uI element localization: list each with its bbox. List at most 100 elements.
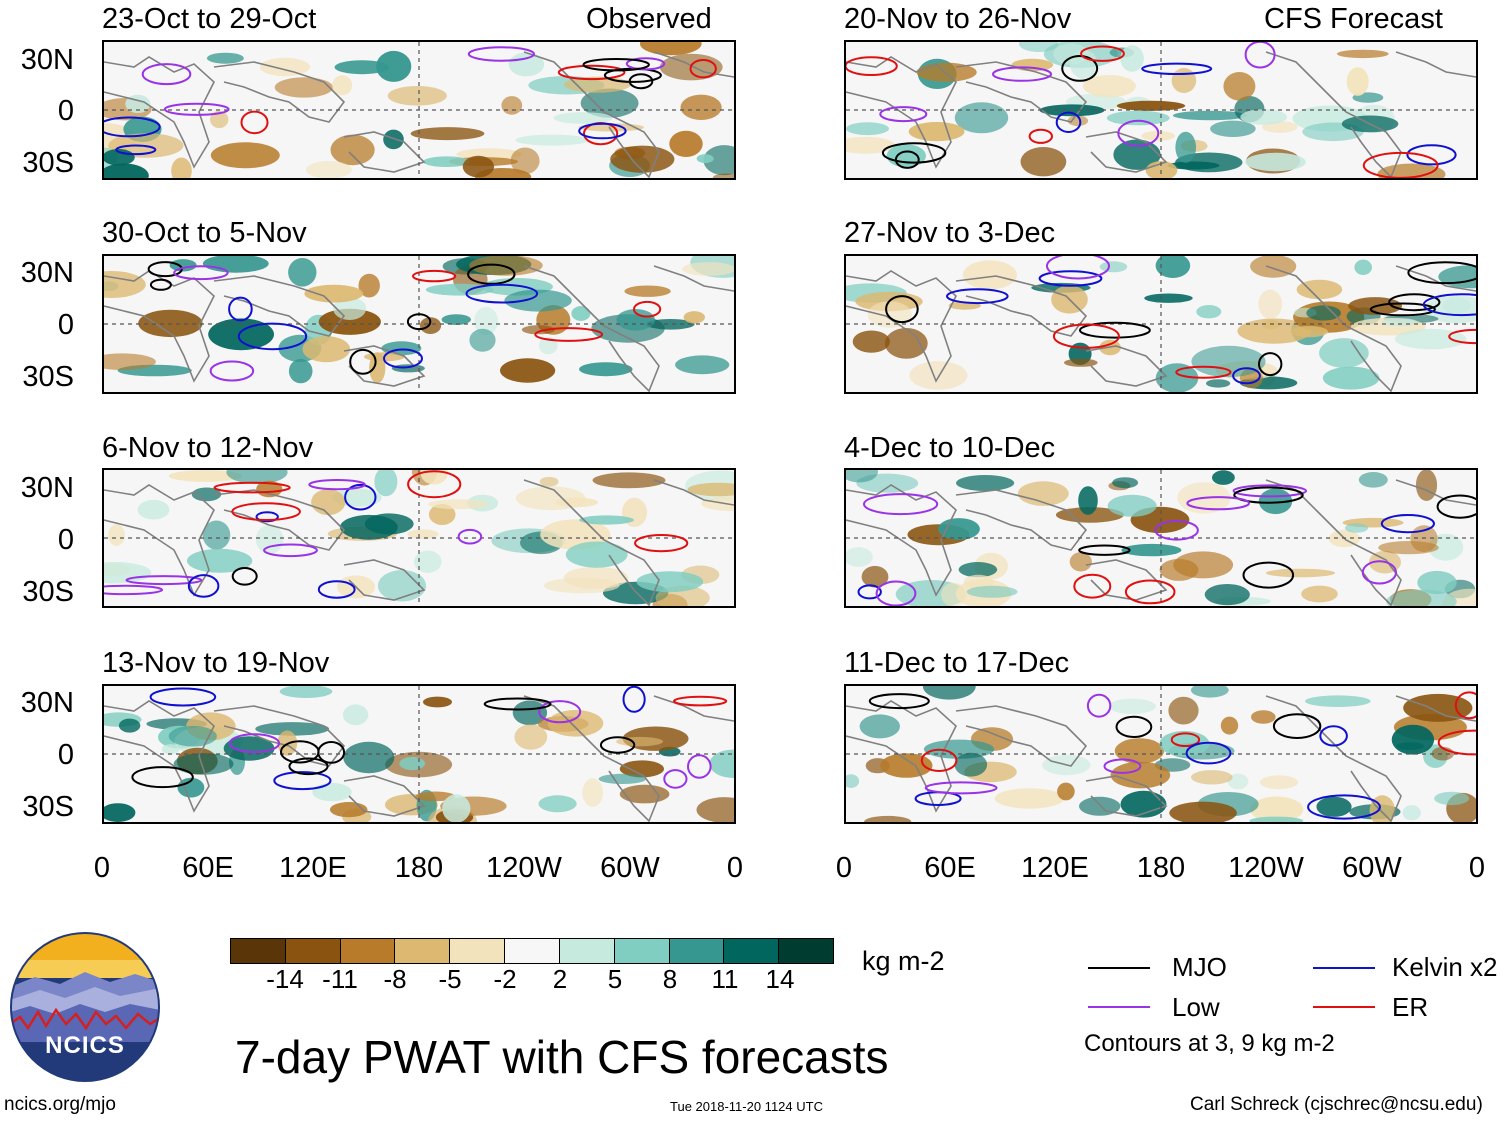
anomaly-blob <box>956 475 1015 491</box>
xtick-left-180: 180 <box>394 852 444 884</box>
wave-contour <box>1361 560 1398 585</box>
anomaly-blob <box>226 470 288 484</box>
anomaly-blob <box>1116 100 1186 111</box>
wave-contour <box>1242 561 1295 589</box>
anomaly-blob <box>1155 363 1199 392</box>
wave-contour <box>163 102 230 116</box>
wave-contour <box>1369 302 1436 317</box>
anomaly-blob <box>1144 293 1193 303</box>
anomaly-blob <box>391 364 425 373</box>
anomaly-blob <box>1403 693 1473 722</box>
anomaly-blob <box>1251 710 1276 724</box>
wave-contour <box>467 46 535 62</box>
ytick-30n-1: 30N <box>20 44 74 76</box>
anomaly-blob <box>202 520 231 550</box>
coastline <box>213 705 346 767</box>
xtick-right-120w: 120W <box>1228 852 1304 884</box>
wave-contour <box>634 534 689 553</box>
anomaly-blob <box>376 50 412 82</box>
wave-contour <box>349 348 377 375</box>
anomaly-blob <box>1391 724 1435 755</box>
map-panel-fcst-2 <box>844 254 1478 394</box>
wave-contour <box>231 567 258 586</box>
footer-author: Carl Schreck (cjschrec@ncsu.edu) <box>1190 1094 1483 1115</box>
anomaly-blob <box>1316 796 1352 817</box>
wave-contour <box>383 348 423 369</box>
anomaly-blob <box>508 52 545 77</box>
wave-contour <box>1038 270 1103 287</box>
cbar-label: -2 <box>493 964 517 994</box>
anomaly-blob <box>1296 279 1343 300</box>
anomaly-blob <box>582 778 604 807</box>
wave-contour <box>1436 494 1476 519</box>
wave-contour <box>879 106 928 123</box>
anomaly-blob <box>1057 782 1075 801</box>
anomaly-blob <box>414 550 442 573</box>
cbar-swatch <box>505 939 560 963</box>
cbar-label: 2 <box>552 964 568 994</box>
wave-contour <box>141 63 192 86</box>
wave-contour <box>131 766 194 789</box>
anomaly-blob <box>592 472 666 489</box>
anomaly-blob <box>565 541 628 568</box>
coastline <box>213 275 346 337</box>
cbar-swatch <box>340 939 396 963</box>
wave-contour <box>894 150 920 169</box>
anomaly-blob <box>636 571 704 593</box>
anomaly-blob <box>962 260 1017 290</box>
anomaly-blob <box>1337 49 1389 59</box>
anomaly-blob <box>619 784 670 804</box>
anomaly-blob <box>302 336 351 363</box>
anomaly-blob <box>423 156 471 167</box>
anomaly-blob <box>547 710 604 737</box>
xtick-left-120e: 120E <box>279 852 347 884</box>
anomaly-blob <box>859 714 900 739</box>
anomaly-blob <box>852 330 890 353</box>
anomaly-blob <box>305 161 352 178</box>
anomaly-blob <box>311 489 346 516</box>
wave-contour <box>1437 729 1476 756</box>
anomaly-blob <box>1099 261 1128 273</box>
legend-label-kelvin: Kelvin x2 <box>1392 952 1498 982</box>
legend-label-mjo: MJO <box>1172 952 1227 982</box>
wave-contour <box>1055 111 1082 134</box>
anomaly-blob <box>1442 297 1471 314</box>
anomaly-blob <box>703 145 734 176</box>
anomaly-blob <box>578 123 644 132</box>
anomaly-blob <box>255 524 284 555</box>
legend-line-low <box>1088 1006 1150 1008</box>
anomaly-blob <box>104 271 146 298</box>
anomaly-blob <box>1354 259 1372 275</box>
wave-contour <box>407 470 462 499</box>
panel-title-fcst-3: 4-Dec to 10-Dec <box>844 432 1056 464</box>
cbar-label: -11 <box>322 964 358 994</box>
wave-contour <box>924 781 998 795</box>
coastline <box>846 700 957 813</box>
anomaly-blob <box>624 285 671 297</box>
anomaly-blob <box>1055 507 1124 523</box>
cbar-label: -8 <box>383 964 407 994</box>
anomaly-blob <box>598 773 647 784</box>
coastline <box>523 479 660 606</box>
footer-site[interactable]: ncics.org/mjo <box>4 1094 116 1115</box>
forecast-label: CFS Forecast <box>1264 3 1443 35</box>
wave-contour <box>1124 579 1176 605</box>
wave-contour <box>273 771 332 791</box>
coastline <box>1085 345 1168 387</box>
wave-contour <box>483 697 552 711</box>
anomaly-blob <box>571 306 591 321</box>
anomaly-blob <box>210 142 280 169</box>
wave-contour <box>1052 323 1120 349</box>
anomaly-blob <box>330 134 375 166</box>
anomaly-blob <box>916 62 977 82</box>
wave-contour <box>1115 715 1153 739</box>
ytick-eq-4: 0 <box>57 739 74 771</box>
anomaly-blob <box>675 355 730 375</box>
wave-contour <box>1454 691 1476 720</box>
anomaly-blob <box>1212 470 1235 485</box>
anomaly-blob <box>312 782 352 802</box>
wave-contour <box>1232 367 1261 385</box>
anomaly-blob <box>1237 318 1312 344</box>
wave-contour <box>582 58 650 72</box>
anomaly-blob <box>1120 45 1144 72</box>
